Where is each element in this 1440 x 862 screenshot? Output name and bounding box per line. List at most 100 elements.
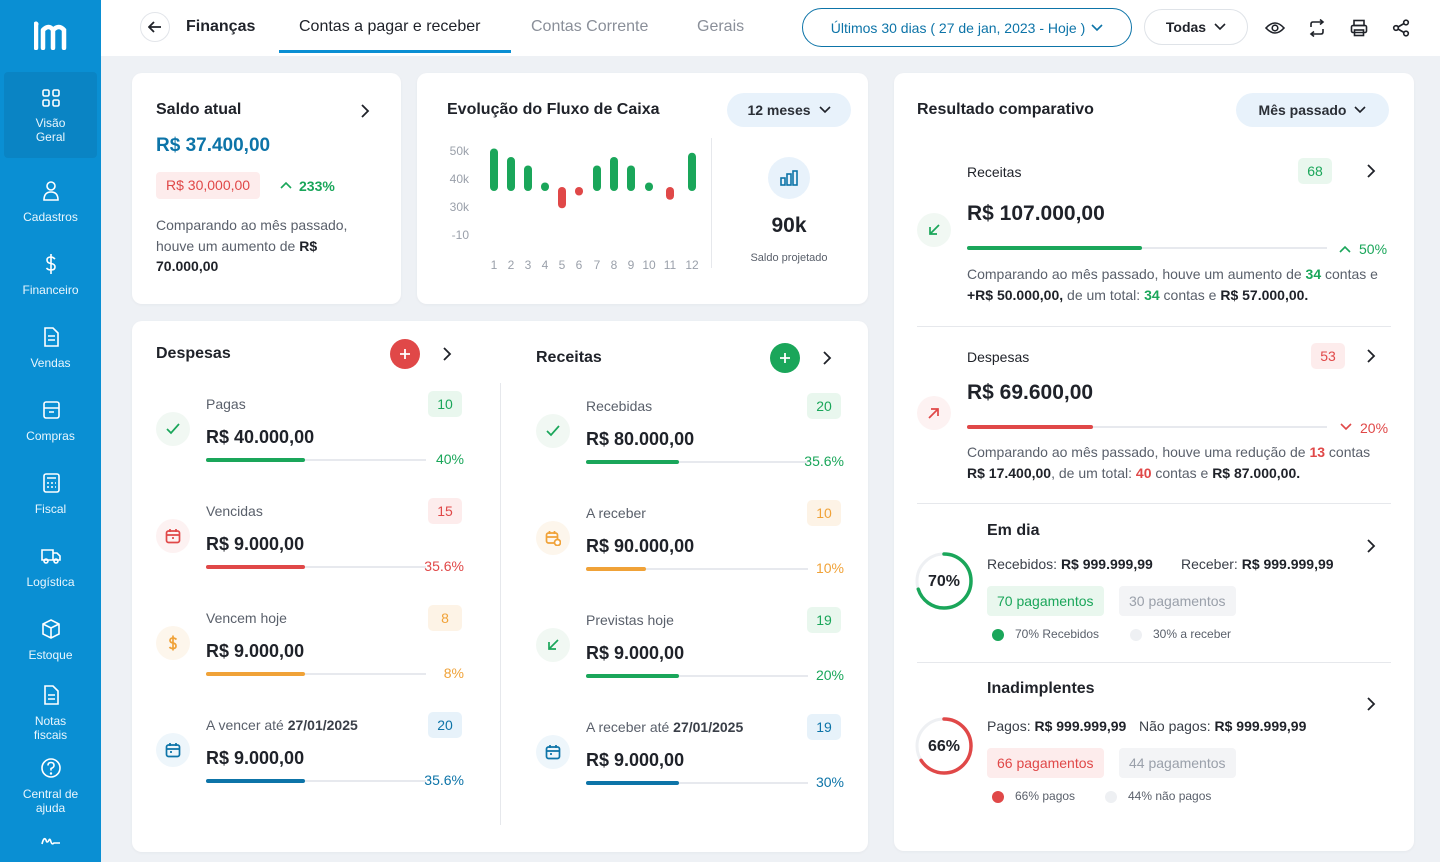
sidebar-item-label: Cadastros: [23, 210, 78, 224]
sidebar-item-central-de-ajuda[interactable]: Central de ajuda: [4, 757, 97, 815]
chevron-right-icon[interactable]: [1366, 163, 1376, 179]
progress-fill: [206, 672, 305, 676]
comparative-period-select[interactable]: Mês passado: [1236, 93, 1389, 127]
item-value: R$ 90.000,00: [586, 536, 695, 556]
despesas-trend-icon-wrap: [917, 396, 951, 430]
share-icon: [1392, 19, 1410, 37]
saldo-atual-card: Saldo atual R$ 37.400,00 R$ 30,000,00 23…: [132, 73, 401, 304]
item-icon-wrap: [536, 628, 570, 662]
chevron-down-icon: [1091, 23, 1103, 31]
legend-dot: [992, 629, 1004, 641]
count-badge: 19: [807, 714, 841, 740]
legend-dot: [992, 791, 1004, 803]
item-icon-wrap: [156, 626, 190, 660]
to-receive-amount: Receber: R$ 999.999,99: [1181, 556, 1334, 572]
x-tick-label: 9: [628, 258, 635, 272]
tab-financas[interactable]: Finanças: [186, 18, 256, 35]
arrow-down-left-icon: [929, 224, 940, 235]
projected-balance-value: 90k: [771, 214, 807, 237]
saldo-value: R$ 37.400,00: [156, 135, 271, 156]
sidebar-item-vendas[interactable]: Vendas: [4, 326, 97, 370]
chevron-right-icon[interactable]: [822, 350, 832, 366]
add-income-button[interactable]: [770, 343, 800, 373]
section-divider: [917, 662, 1391, 663]
card-title: Resultado comparativo: [917, 101, 1094, 118]
chevron-right-icon[interactable]: [1366, 696, 1376, 712]
item-percent: 10%: [815, 560, 844, 576]
top-bar: Finanças Contas a pagar e receber Contas…: [101, 0, 1440, 56]
filter-select[interactable]: Todas: [1144, 9, 1248, 45]
cash-flow-period-select[interactable]: 12 meses: [727, 93, 851, 127]
item-percent: 35.6%: [804, 453, 844, 469]
sidebar-item-label: Logística: [26, 575, 75, 589]
period-select[interactable]: Últimos 30 dias ( 27 de jan, 2023 - Hoje…: [802, 8, 1132, 47]
progress-fill: [967, 425, 1093, 429]
eye-icon: [1265, 22, 1285, 34]
invoice-icon: [43, 685, 59, 705]
box-icon: [42, 401, 60, 419]
print-button[interactable]: [1344, 13, 1374, 43]
back-button[interactable]: [140, 12, 170, 42]
chevron-right-icon[interactable]: [1366, 538, 1376, 554]
chevron-down-icon: [818, 106, 831, 114]
item-progress-bar: [586, 460, 808, 464]
sidebar-item-label: Notas: [34, 714, 67, 728]
x-tick-label: 8: [611, 258, 618, 272]
y-tick-label: 30k: [450, 200, 470, 214]
section-title: Em dia: [987, 522, 1040, 539]
tab-contas-pagar-receber[interactable]: Contas a pagar e receber: [299, 18, 481, 35]
card-title: Evolução do Fluxo de Caixa: [447, 101, 660, 118]
despesas-title: Despesas: [156, 345, 231, 362]
sidebar-item-cadastros[interactable]: Cadastros: [4, 180, 97, 224]
legend-dot: [1105, 791, 1117, 803]
sidebar-item-label: fiscais: [33, 728, 68, 742]
tab-gerais[interactable]: Gerais: [697, 18, 745, 35]
item-title: A receber até 27/01/2025: [586, 719, 744, 735]
sidebar-item-label: Central de: [22, 787, 79, 801]
progress-fill: [206, 565, 305, 569]
item-icon-wrap: [156, 733, 190, 767]
sidebar-item-compras[interactable]: Compras: [4, 399, 97, 443]
period-select-label: Últimos 30 dias ( 27 de jan, 2023 - Hoje…: [830, 19, 1086, 36]
tab-contas-corrente[interactable]: Contas Corrente: [531, 18, 649, 35]
signature-icon[interactable]: [40, 834, 62, 848]
add-expense-button[interactable]: [390, 339, 420, 369]
paid-chip: 66 pagamentos: [987, 748, 1104, 778]
item-icon-wrap: [536, 735, 570, 769]
sidebar-item-label: Visão: [35, 116, 66, 130]
chevron-up-icon: [1339, 245, 1351, 253]
paid-chip: 70 pagamentos: [987, 586, 1104, 616]
chevron-right-icon[interactable]: [442, 346, 452, 362]
flow-bar: [666, 187, 674, 200]
sidebar-item-logistica[interactable]: Logística: [4, 545, 97, 589]
count-badge: 20: [807, 393, 841, 419]
refresh-button[interactable]: [1302, 13, 1332, 43]
view-button[interactable]: [1260, 13, 1290, 43]
sidebar-item-estoque[interactable]: Estoque: [4, 618, 97, 662]
sidebar-item-financeiro[interactable]: Financeiro: [4, 253, 97, 297]
item-title: Vencem hoje: [206, 610, 287, 626]
flow-bar: [541, 182, 549, 191]
check-icon: [166, 423, 180, 435]
section-label: Receitas: [967, 164, 1022, 180]
section-label: Despesas: [967, 349, 1030, 365]
item-title: Vencidas: [206, 503, 263, 519]
item-icon-wrap: [536, 521, 570, 555]
sidebar-item-visao-geral[interactable]: Visão Geral: [4, 72, 97, 158]
sidebar-item-fiscal[interactable]: Fiscal: [4, 472, 97, 516]
item-progress-bar: [206, 565, 426, 569]
despesas-change-percent: 20%: [1360, 420, 1389, 436]
document-icon: [43, 327, 59, 347]
share-button[interactable]: [1386, 13, 1416, 43]
progress-fill: [967, 246, 1142, 250]
chevron-right-icon[interactable]: [1366, 348, 1376, 364]
cash-flow-card: Evolução do Fluxo de Caixa 12 meses 50k 4…: [417, 73, 868, 304]
item-value: R$ 9.000,00: [586, 643, 685, 663]
projected-balance-label: Saldo projetado: [750, 252, 828, 264]
calendar-clock-icon: [545, 531, 561, 546]
chevron-right-icon[interactable]: [360, 103, 370, 119]
arrow-down-left-icon: [548, 639, 559, 650]
plus-icon: [400, 349, 410, 359]
flow-bar: [558, 187, 566, 209]
sidebar-item-notas-fiscais[interactable]: Notas fiscais: [4, 684, 97, 742]
